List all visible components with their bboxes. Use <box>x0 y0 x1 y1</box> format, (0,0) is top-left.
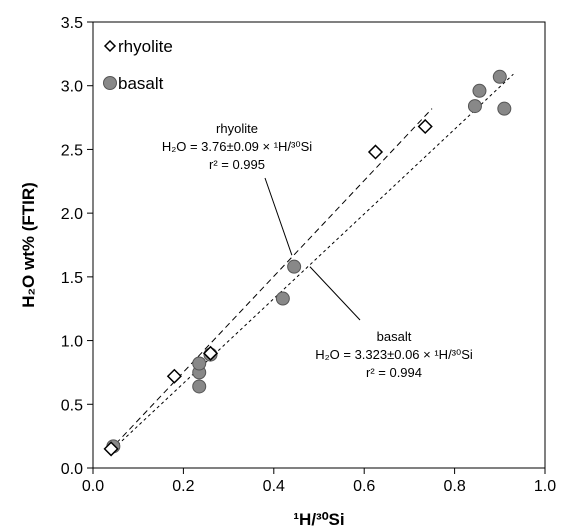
y-tick-label: 3.0 <box>61 79 83 96</box>
basalt-annotation-pointer <box>309 266 361 321</box>
legend-label-basalt: basalt <box>118 74 164 93</box>
legend: rhyolite basalt <box>103 37 173 93</box>
plot-frame <box>92 21 546 469</box>
rhyolite-fit-annotation: rhyolite H₂O = 3.76±0.09 × ¹H/³⁰Si r² = … <box>162 121 312 172</box>
x-tick-label: 1.0 <box>534 478 556 495</box>
y-tick-label: 3.5 <box>61 15 83 32</box>
basalt-fit-annotation: basalt H₂O = 3.323±0.06 × ¹H/³⁰Si r² = 0… <box>315 329 473 380</box>
rhyolite-annotation-pointer <box>264 177 293 256</box>
y-tick-label: 1.5 <box>61 270 83 287</box>
basalt-point <box>192 379 207 394</box>
y-tick-label: 2.0 <box>61 206 83 223</box>
fit-lines <box>108 73 514 454</box>
rhyolite-point <box>103 441 119 457</box>
basalt-point <box>287 259 302 274</box>
basalt-fit-line <box>108 73 514 454</box>
basalt-point <box>192 356 207 371</box>
basalt-annotation-r2: r² = 0.994 <box>366 365 422 380</box>
x-axis: 0.0 0.2 0.4 0.6 0.8 1.0 <box>82 468 556 495</box>
y-axis-title: H₂O wt% (FTIR) <box>19 182 38 308</box>
basalt-annotation-equation: H₂O = 3.323±0.06 × ¹H/³⁰Si <box>315 347 473 362</box>
x-tick-label: 0.2 <box>172 478 194 495</box>
rhyolite-annotation-equation: H₂O = 3.76±0.09 × ¹H/³⁰Si <box>162 139 312 154</box>
rhyolite-annotation-r2: r² = 0.995 <box>209 157 265 172</box>
legend-label-rhyolite: rhyolite <box>118 37 173 56</box>
basalt-point <box>492 69 507 84</box>
basalt-point <box>497 101 512 116</box>
basalt-point <box>275 291 290 306</box>
x-tick-label: 0.0 <box>82 478 104 495</box>
y-tick-label: 0.0 <box>61 461 83 478</box>
x-tick-label: 0.8 <box>443 478 465 495</box>
basalt-point <box>472 83 487 98</box>
basalt-point <box>467 99 482 114</box>
y-axis: 0.0 0.5 1.0 1.5 2.0 2.5 3.0 3.5 <box>61 15 93 478</box>
rhyolite-point <box>202 345 219 361</box>
legend-marker-basalt <box>103 76 117 90</box>
rhyolite-point <box>166 368 182 384</box>
rhyolite-point <box>417 118 433 135</box>
rhyolite-annotation-name: rhyolite <box>216 121 258 136</box>
rhyolite-point <box>367 144 384 160</box>
x-tick-label: 0.6 <box>353 478 375 495</box>
x-tick-label: 0.4 <box>263 478 285 495</box>
basalt-annotation-name: basalt <box>377 329 412 344</box>
legend-marker-rhyolite <box>103 39 117 53</box>
y-tick-label: 0.5 <box>61 397 83 414</box>
plot-area <box>92 21 546 469</box>
rhyolite-fit-line <box>108 108 433 452</box>
x-axis-title: ¹H/³⁰Si <box>293 510 344 529</box>
y-tick-label: 2.5 <box>61 142 83 159</box>
data-points <box>103 69 512 457</box>
annotation-pointers <box>264 177 361 321</box>
y-tick-label: 1.0 <box>61 334 83 351</box>
